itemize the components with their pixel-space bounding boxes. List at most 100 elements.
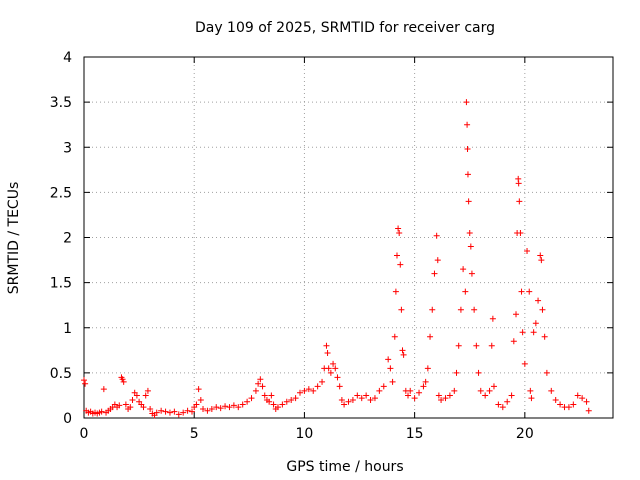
data-point bbox=[195, 386, 202, 393]
data-point bbox=[510, 338, 517, 345]
data-point bbox=[397, 261, 404, 268]
data-point bbox=[288, 396, 295, 403]
data-point bbox=[473, 342, 480, 349]
data-point bbox=[189, 408, 196, 415]
data-point bbox=[200, 405, 207, 412]
data-point bbox=[526, 288, 533, 295]
data-point bbox=[226, 404, 233, 411]
data-point bbox=[222, 403, 229, 410]
data-point bbox=[327, 369, 334, 376]
x-axis-label: GPS time / hours bbox=[286, 459, 403, 475]
data-point bbox=[324, 350, 331, 357]
x-tick-label: 0 bbox=[80, 426, 89, 442]
data-point bbox=[431, 270, 438, 277]
data-point bbox=[541, 333, 548, 340]
data-point bbox=[257, 376, 264, 383]
data-point bbox=[416, 389, 423, 396]
data-points bbox=[81, 99, 592, 419]
data-point bbox=[363, 392, 370, 399]
data-point bbox=[261, 392, 268, 399]
chart-title: Day 109 of 2025, SRMTID for receiver car… bbox=[195, 20, 495, 36]
data-point bbox=[455, 342, 462, 349]
data-point bbox=[305, 386, 312, 393]
y-tick-label: 0.5 bbox=[50, 366, 72, 382]
data-point bbox=[82, 380, 89, 387]
data-point bbox=[129, 396, 136, 403]
data-point bbox=[460, 266, 467, 273]
data-point bbox=[524, 248, 531, 255]
data-point bbox=[345, 398, 352, 405]
axis-ticks: 0 5 10 15 20 0 0.5 1 1.5 2 2.5 3 3.5 4 bbox=[50, 50, 613, 442]
data-point bbox=[411, 395, 418, 402]
x-tick-label: 5 bbox=[190, 426, 199, 442]
data-point bbox=[319, 378, 326, 385]
data-point bbox=[184, 407, 191, 414]
data-point bbox=[457, 306, 464, 313]
data-point bbox=[259, 383, 266, 390]
data-point bbox=[482, 392, 489, 399]
data-point bbox=[539, 306, 546, 313]
data-point bbox=[467, 243, 474, 250]
data-point bbox=[268, 392, 275, 399]
data-point bbox=[385, 356, 392, 363]
data-point bbox=[434, 257, 441, 264]
data-point bbox=[565, 404, 572, 411]
data-point bbox=[120, 378, 127, 385]
data-point bbox=[466, 229, 473, 236]
x-tick-label: 10 bbox=[296, 426, 314, 442]
data-point bbox=[528, 395, 535, 402]
y-tick-label: 2 bbox=[63, 231, 72, 247]
data-point bbox=[127, 404, 134, 411]
data-point bbox=[486, 387, 493, 394]
data-point bbox=[399, 347, 406, 354]
data-point bbox=[537, 252, 544, 259]
data-point bbox=[574, 392, 581, 399]
data-point bbox=[495, 401, 502, 408]
data-point bbox=[527, 387, 534, 394]
data-point bbox=[119, 376, 126, 383]
data-point bbox=[166, 409, 173, 416]
data-point bbox=[310, 387, 317, 394]
data-point bbox=[142, 392, 149, 399]
data-point bbox=[535, 297, 542, 304]
data-point bbox=[341, 401, 348, 408]
data-point bbox=[508, 392, 515, 399]
data-point bbox=[204, 407, 211, 414]
data-point bbox=[583, 398, 590, 405]
data-point bbox=[395, 225, 402, 232]
data-point bbox=[217, 405, 224, 412]
data-point bbox=[398, 306, 405, 313]
data-point bbox=[197, 396, 204, 403]
data-point bbox=[244, 398, 251, 405]
data-point bbox=[532, 320, 539, 327]
data-point bbox=[464, 146, 471, 153]
y-tick-label: 2.5 bbox=[50, 185, 72, 201]
data-point bbox=[235, 404, 242, 411]
y-tick-label: 3 bbox=[63, 140, 72, 156]
data-point bbox=[239, 401, 246, 408]
data-point bbox=[405, 392, 412, 399]
data-point bbox=[464, 171, 471, 178]
data-point bbox=[429, 306, 436, 313]
data-point bbox=[543, 369, 550, 376]
data-point bbox=[393, 252, 400, 259]
data-point bbox=[266, 398, 273, 405]
data-point bbox=[420, 383, 427, 390]
data-point bbox=[579, 395, 586, 402]
x-tick-label: 15 bbox=[406, 426, 424, 442]
data-point bbox=[349, 396, 356, 403]
data-point bbox=[122, 401, 129, 408]
data-point bbox=[171, 408, 178, 415]
data-point bbox=[468, 270, 475, 277]
data-point bbox=[180, 409, 187, 416]
data-point bbox=[325, 365, 332, 372]
data-point bbox=[116, 402, 123, 409]
data-point bbox=[489, 315, 496, 322]
data-point bbox=[389, 378, 396, 385]
data-point bbox=[380, 383, 387, 390]
data-point bbox=[446, 392, 453, 399]
data-point bbox=[144, 387, 151, 394]
data-point bbox=[301, 387, 308, 394]
data-point bbox=[336, 383, 343, 390]
data-point bbox=[248, 395, 255, 402]
